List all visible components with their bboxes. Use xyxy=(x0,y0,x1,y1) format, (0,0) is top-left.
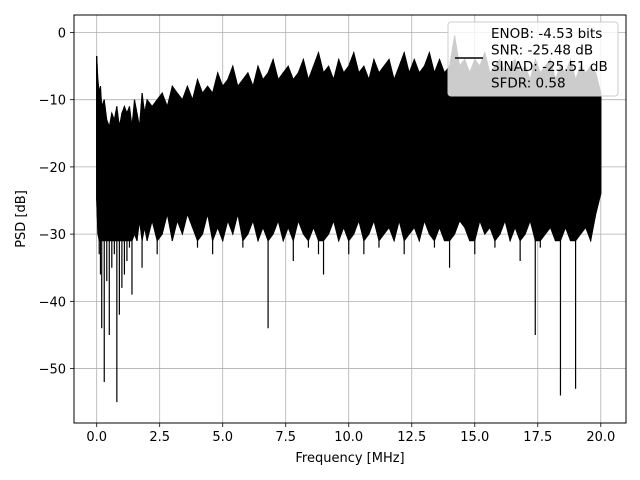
y-tick-label: −10 xyxy=(39,94,66,109)
x-tick-label: 15.0 xyxy=(460,430,489,445)
y-tick-label: −20 xyxy=(39,161,66,176)
x-tick-label: 12.5 xyxy=(397,430,426,445)
legend-entry-sinad: SINAD: -25.51 dB xyxy=(491,59,608,75)
ticks: 0.0 2.5 5.0 7.5 10.0 12.5 15.0 17.5 20.0 0 −10 −20 −… xyxy=(39,26,616,445)
y-tick-label: 0 xyxy=(58,26,66,41)
x-tick-label: 2.5 xyxy=(149,430,170,445)
legend-entry-sfdr: SFDR: 0.58 xyxy=(491,76,566,92)
legend: ENOB: -4.53 bits SNR: -25.48 dB SINAD: -… xyxy=(447,21,619,97)
x-tick-label: 10.0 xyxy=(334,430,363,445)
x-tick-label: 20.0 xyxy=(586,430,615,445)
x-tick-label: 7.5 xyxy=(275,430,296,445)
psd-line xyxy=(96,35,601,235)
legend-entry-snr: SNR: -25.48 dB xyxy=(491,43,593,59)
legend-entry-enob: ENOB: -4.53 bits xyxy=(491,26,602,42)
x-axis-label: Frequency [MHz] xyxy=(295,451,404,466)
legend-box xyxy=(447,21,619,97)
x-tick-label: 0.0 xyxy=(86,430,107,445)
y-tick-label: −30 xyxy=(39,228,66,243)
y-axis-label: PSD [dB] xyxy=(14,190,29,248)
y-tick-label: −50 xyxy=(39,363,66,378)
x-tick-label: 17.5 xyxy=(523,430,552,445)
y-tick-label: −40 xyxy=(39,295,66,310)
axes-frame xyxy=(73,14,627,424)
x-tick-label: 5.0 xyxy=(212,430,233,445)
